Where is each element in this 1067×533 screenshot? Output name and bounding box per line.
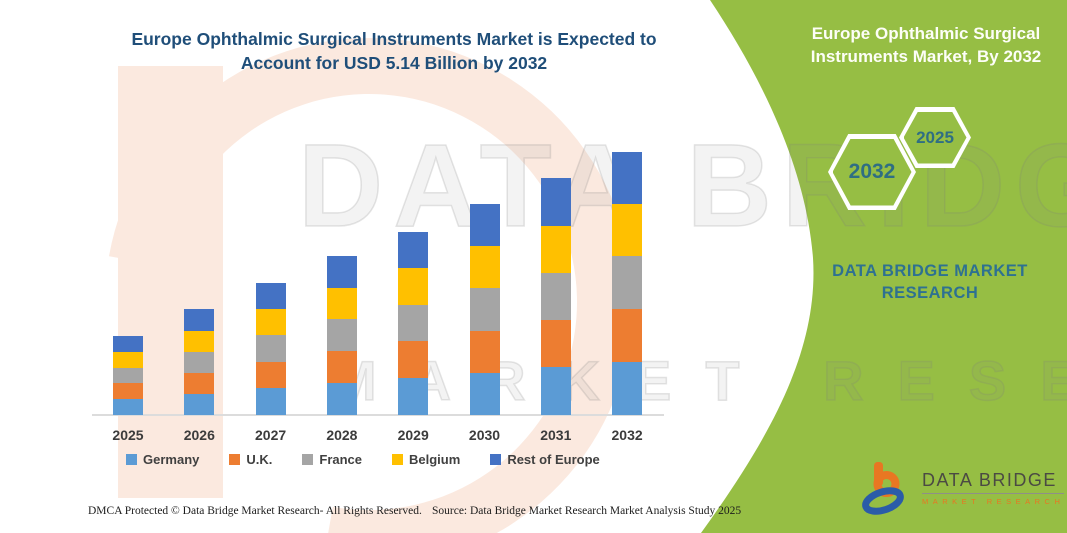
stacked-bar-2030: [469, 203, 500, 415]
hexagon-2032-label: 2032: [848, 160, 896, 183]
legend-item-u-k-: U.K.: [229, 452, 272, 467]
bar-segment-belgium: [398, 268, 429, 305]
bar-segment-u-k-: [398, 341, 429, 379]
stacked-bar-2031: [540, 178, 571, 415]
bar-segment-france: [612, 256, 643, 310]
bar-segment-rest-of-europe: [612, 152, 643, 205]
bar-segment-rest-of-europe: [184, 309, 215, 331]
legend-label: Belgium: [409, 452, 461, 467]
stacked-bar-2032: [612, 152, 643, 415]
bar-segment-germany: [469, 372, 500, 415]
bar-segment-u-k-: [612, 309, 643, 362]
legend-swatch-icon: [392, 454, 404, 465]
bar-segment-belgium: [469, 245, 500, 289]
bar-segment-rest-of-europe: [469, 203, 500, 246]
chart-legend: Germany U.K. France Belgium Rest of Europe: [126, 452, 600, 467]
x-axis-label-2025: 2025: [112, 427, 144, 443]
legend-swatch-icon: [302, 454, 314, 465]
bar-segment-germany: [255, 388, 286, 415]
bar-segment-france: [326, 319, 357, 352]
bar-segment-france: [469, 288, 500, 331]
side-panel-heading: Europe Ophthalmic Surgical Instruments M…: [810, 24, 1042, 66]
bar-segment-france: [255, 335, 286, 362]
hexagon-2032: 2032: [828, 134, 916, 210]
bar-segment-belgium: [255, 308, 286, 336]
legend-label: Rest of Europe: [507, 452, 600, 467]
bar-segment-rest-of-europe: [113, 336, 143, 353]
legend-item-france: France: [302, 452, 362, 467]
bar-segment-belgium: [612, 204, 643, 257]
x-axis-label-2028: 2028: [326, 427, 358, 443]
side-panel-brand-text: DATA BRIDGE MARKET RESEARCH: [832, 262, 1028, 302]
data-bridge-logo: DATA BRIDGE MARKET RESEARCH: [860, 459, 1065, 515]
bar-segment-belgium: [326, 287, 357, 320]
footer-dmca-text: DMCA Protected © Data Bridge Market Rese…: [88, 505, 422, 517]
data-bridge-logo-icon: [862, 462, 904, 515]
hexagon-2025-fill: [903, 111, 967, 164]
x-axis-label-2031: 2031: [540, 427, 572, 443]
stacked-bar-2027: [255, 282, 286, 415]
logo-text-block: DATA BRIDGE MARKET RESEARCH: [922, 470, 1065, 506]
x-axis-label-2032: 2032: [611, 427, 643, 443]
bar-segment-germany: [326, 382, 357, 415]
x-axis-label-2029: 2029: [397, 427, 429, 443]
legend-swatch-icon: [126, 454, 137, 465]
x-axis-label-2026: 2026: [183, 427, 215, 443]
x-axis-label-2027: 2027: [255, 427, 287, 443]
legend-label: France: [319, 452, 363, 467]
bar-segment-germany: [184, 393, 215, 415]
x-axis-label-2030: 2030: [468, 427, 501, 443]
legend-label: U.K.: [246, 452, 273, 467]
bar-segment-france: [540, 272, 571, 320]
legend-swatch-icon: [229, 454, 241, 465]
bar-segment-u-k-: [255, 361, 286, 389]
stacked-bar-2026: [184, 309, 215, 415]
bar-segment-france: [398, 304, 429, 342]
stacked-bar-2028: [326, 256, 357, 415]
legend-item-belgium: Belgium: [392, 452, 460, 467]
stacked-bar-2025: [113, 336, 143, 415]
chart-title: Europe Ophthalmic Surgical Instruments M…: [131, 29, 657, 73]
bar-segment-belgium: [113, 352, 143, 368]
legend-item-rest-of-europe: Rest of Europe: [490, 452, 600, 467]
bar-segment-u-k-: [540, 319, 571, 368]
pink-logo-watermark-bar: [118, 66, 223, 498]
hexagon-2025: 2025: [899, 107, 971, 168]
bar-segment-rest-of-europe: [255, 282, 286, 309]
footer-source-text: Source: Data Bridge Market Research Mark…: [432, 505, 742, 517]
bar-segment-germany: [612, 361, 643, 415]
bar-segment-u-k-: [326, 351, 357, 383]
bar-segment-rest-of-europe: [540, 178, 571, 226]
hexagon-2032-fill: [832, 138, 912, 206]
logo-subtitle: MARKET RESEARCH: [922, 497, 1065, 506]
bar-segment-u-k-: [184, 372, 215, 394]
bar-segment-belgium: [540, 225, 571, 273]
stacked-bar-2029: [398, 231, 429, 415]
bar-segment-germany: [398, 378, 429, 415]
legend-swatch-icon: [490, 454, 502, 465]
bar-segment-germany: [540, 367, 571, 415]
hexagon-2025-label: 2025: [916, 127, 954, 147]
bar-segment-germany: [113, 399, 143, 415]
bar-segment-rest-of-europe: [326, 256, 357, 288]
bar-segment-u-k-: [113, 383, 143, 400]
legend-label: Germany: [143, 452, 200, 467]
logo-name: DATA BRIDGE: [922, 470, 1065, 494]
bar-segment-u-k-: [469, 330, 500, 373]
legend-item-germany: Germany: [126, 452, 199, 467]
bar-segment-france: [113, 367, 143, 384]
bar-segment-belgium: [184, 330, 215, 352]
bar-segment-france: [184, 351, 215, 373]
x-axis-line: [92, 414, 664, 416]
bar-segment-rest-of-europe: [398, 231, 429, 269]
